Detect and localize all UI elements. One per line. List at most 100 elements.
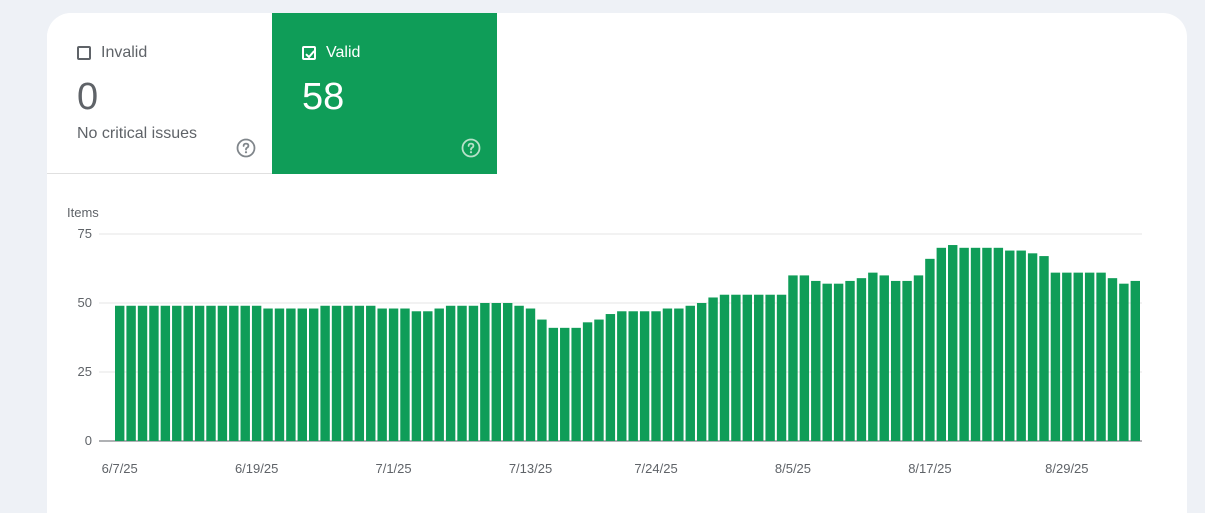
bar[interactable] (1016, 250, 1026, 441)
bar[interactable] (183, 305, 193, 441)
bar[interactable] (491, 303, 501, 441)
bar[interactable] (1084, 272, 1095, 441)
bar[interactable] (308, 308, 319, 441)
items-bar-chart: Items 0 25 50 75 6/7/25 6/19/25 7/1/25 7/13/25… (67, 205, 1142, 476)
bar[interactable] (765, 294, 775, 441)
bar[interactable] (856, 278, 867, 441)
bar[interactable] (754, 294, 764, 441)
bar[interactable] (1073, 272, 1083, 441)
bar[interactable] (833, 283, 844, 441)
invalid-summary-tile[interactable]: Invalid 0 No critical issues (47, 13, 272, 174)
bar[interactable] (936, 247, 947, 441)
bar[interactable] (560, 327, 570, 441)
bar[interactable] (423, 311, 433, 441)
bar[interactable] (297, 308, 307, 441)
bar[interactable] (274, 308, 285, 441)
bar[interactable] (160, 305, 171, 441)
bar[interactable] (982, 247, 992, 441)
bar[interactable] (1096, 272, 1106, 441)
bar[interactable] (708, 297, 718, 441)
bar[interactable] (194, 305, 205, 441)
bar[interactable] (149, 305, 159, 441)
bar[interactable] (651, 311, 661, 441)
bar[interactable] (617, 311, 627, 441)
bar[interactable] (468, 305, 479, 441)
bar[interactable] (320, 305, 330, 441)
bar[interactable] (594, 319, 604, 441)
bar[interactable] (502, 303, 513, 441)
bar[interactable] (731, 294, 741, 441)
bar[interactable] (776, 294, 787, 441)
bar[interactable] (674, 308, 684, 441)
bar[interactable] (811, 280, 821, 441)
bar[interactable] (605, 314, 616, 441)
bar[interactable] (913, 275, 924, 441)
bar[interactable] (206, 305, 216, 441)
bar[interactable] (1130, 280, 1140, 441)
bar[interactable] (1039, 256, 1049, 441)
bar[interactable] (685, 305, 695, 441)
bar[interactable] (799, 275, 810, 441)
bar[interactable] (925, 258, 935, 441)
bar[interactable] (628, 311, 638, 441)
bar[interactable] (525, 308, 536, 441)
bar[interactable] (388, 308, 399, 441)
bar[interactable] (411, 311, 422, 441)
bar[interactable] (537, 319, 547, 441)
bar[interactable] (263, 308, 273, 441)
bar[interactable] (742, 294, 753, 441)
bar[interactable] (1119, 283, 1129, 441)
bar[interactable] (126, 305, 136, 441)
bar[interactable] (970, 247, 981, 441)
bar[interactable] (240, 305, 250, 441)
bar[interactable] (548, 327, 559, 441)
bar[interactable] (457, 305, 467, 441)
bar[interactable] (571, 327, 581, 441)
bar[interactable] (822, 283, 832, 441)
bar[interactable] (879, 275, 889, 441)
bar[interactable] (331, 305, 342, 441)
bar[interactable] (662, 308, 673, 441)
bar[interactable] (251, 305, 262, 441)
bar[interactable] (445, 305, 456, 441)
bar[interactable] (639, 311, 650, 441)
validity-report-card: Invalid 0 No critical issues Valid 58 (47, 13, 1187, 513)
bar[interactable] (788, 275, 798, 441)
bar[interactable] (1027, 253, 1038, 441)
help-circle-icon[interactable] (236, 138, 256, 158)
bar[interactable] (868, 272, 878, 441)
bar[interactable] (696, 303, 707, 441)
valid-summary-tile[interactable]: Valid 58 (272, 13, 497, 174)
bar[interactable] (1050, 272, 1061, 441)
checkmark-icon (305, 50, 315, 59)
bar[interactable] (434, 308, 444, 441)
help-circle-icon[interactable] (461, 138, 481, 158)
valid-tile-header: Valid (302, 43, 497, 63)
bar[interactable] (172, 305, 182, 441)
invalid-checkbox[interactable] (77, 46, 91, 60)
valid-checkbox[interactable] (302, 46, 316, 60)
bar[interactable] (845, 280, 855, 441)
bar[interactable] (115, 305, 125, 441)
bar[interactable] (719, 294, 730, 441)
bar[interactable] (959, 247, 969, 441)
bar[interactable] (890, 280, 901, 441)
bar[interactable] (514, 305, 524, 441)
bar[interactable] (343, 305, 353, 441)
bar[interactable] (366, 305, 376, 441)
bar[interactable] (229, 305, 239, 441)
bar[interactable] (137, 305, 148, 441)
bar[interactable] (582, 322, 593, 441)
bar[interactable] (902, 280, 912, 441)
bar[interactable] (1062, 272, 1072, 441)
bar[interactable] (354, 305, 365, 441)
bar[interactable] (1107, 278, 1118, 441)
bar[interactable] (948, 245, 958, 441)
bar[interactable] (286, 308, 296, 441)
bar[interactable] (993, 247, 1004, 441)
bar[interactable] (480, 303, 490, 441)
bar[interactable] (377, 308, 387, 441)
bar[interactable] (1005, 250, 1015, 441)
bar[interactable] (400, 308, 410, 441)
bar[interactable] (217, 305, 228, 441)
